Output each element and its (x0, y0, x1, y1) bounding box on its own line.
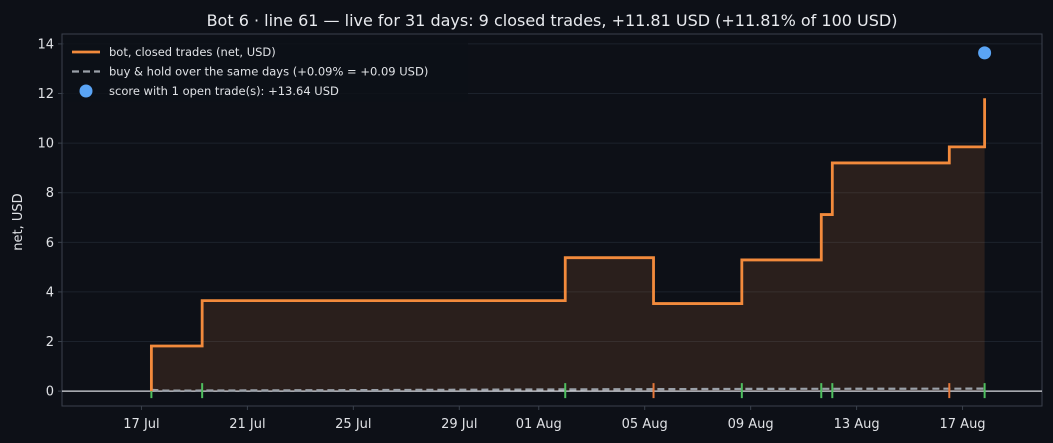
x-tick-label: 29 Jul (441, 417, 477, 432)
score-point (978, 46, 992, 60)
y-tick-label: 0 (46, 385, 54, 400)
x-tick-label: 01 Aug (516, 417, 562, 432)
bot-area-fill (151, 98, 985, 392)
legend-label: bot, closed trades (net, USD) (109, 45, 276, 59)
y-tick-label: 4 (46, 285, 54, 300)
y-tick-label: 8 (46, 186, 54, 201)
x-tick-label: 17 Jul (123, 417, 159, 432)
x-tick-label: 17 Aug (940, 417, 986, 432)
x-tick-label: 09 Aug (728, 417, 774, 432)
y-axis-label: net, USD (11, 193, 26, 250)
y-tick-label: 10 (37, 137, 54, 152)
chart-title: Bot 6 · line 61 — live for 31 days: 9 cl… (207, 11, 898, 30)
x-tick-label: 13 Aug (834, 417, 880, 432)
legend-box (64, 38, 468, 102)
bot-series-line (149, 98, 987, 392)
y-tick-label: 6 (46, 236, 54, 251)
legend-label: score with 1 open trade(s): +13.64 USD (109, 84, 339, 98)
x-tick-label: 21 Jul (229, 417, 265, 432)
legend-label: buy & hold over the same days (+0.09% = … (109, 65, 428, 79)
plot-frame (61, 33, 1043, 407)
x-tick-label: 05 Aug (622, 417, 668, 432)
hold-series-line (151, 387, 985, 392)
x-tick-label: 25 Jul (335, 417, 371, 432)
y-tick-label: 12 (37, 87, 54, 102)
legend-swatch-score (79, 84, 93, 98)
y-tick-label: 14 (37, 37, 54, 52)
y-tick-label: 2 (46, 335, 54, 350)
legend: bot, closed trades (net, USD) buy & hold … (64, 38, 468, 102)
